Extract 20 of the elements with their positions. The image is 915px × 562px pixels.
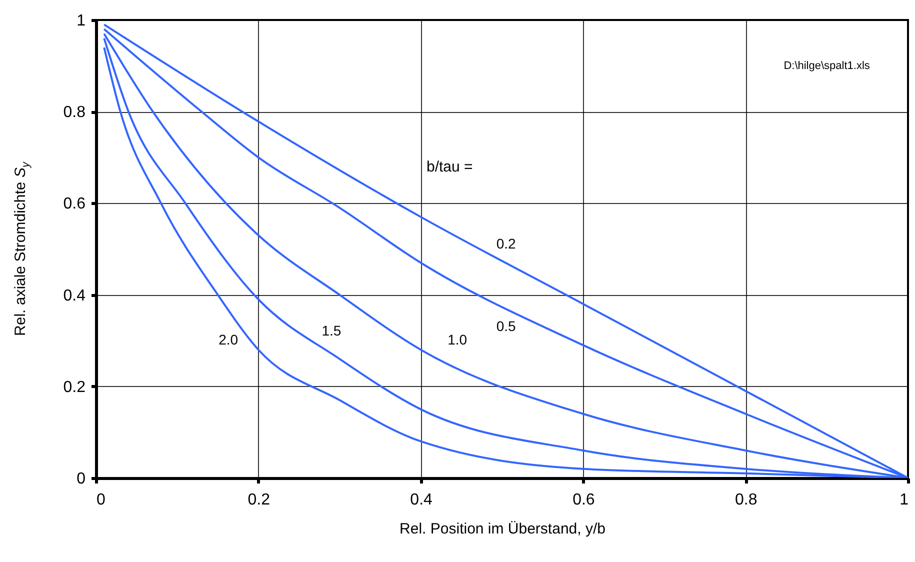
x-tick-label: 1 (900, 492, 909, 508)
y-tick-label: 0 (76, 470, 86, 488)
x-axis-title: Rel. Position im Überstand, y/b (400, 520, 606, 538)
y-tick-label: 0.8 (63, 104, 86, 122)
y-tick-label: 1 (76, 12, 86, 30)
series-label: 1.5 (322, 322, 342, 338)
x-tick-label: 0 (96, 492, 106, 508)
annotation: D:\hilge\spalt1.xls (784, 60, 870, 72)
x-tick-label: 0.4 (410, 492, 433, 508)
series-label: 2.0 (218, 332, 238, 348)
x-tick-label: 0.2 (248, 492, 270, 508)
x-tick-label: 0.6 (572, 492, 595, 508)
series-label: 0.2 (496, 235, 516, 252)
x-tick-label: 0.8 (734, 492, 758, 508)
y-tick-label: 0.2 (63, 378, 86, 396)
annotation: b/tau = (426, 158, 474, 176)
series-label: 1.0 (448, 332, 468, 348)
y-tick-label: 0.4 (63, 287, 86, 304)
series-label: 0.5 (496, 318, 516, 334)
y-tick-label: 0.6 (63, 196, 86, 213)
